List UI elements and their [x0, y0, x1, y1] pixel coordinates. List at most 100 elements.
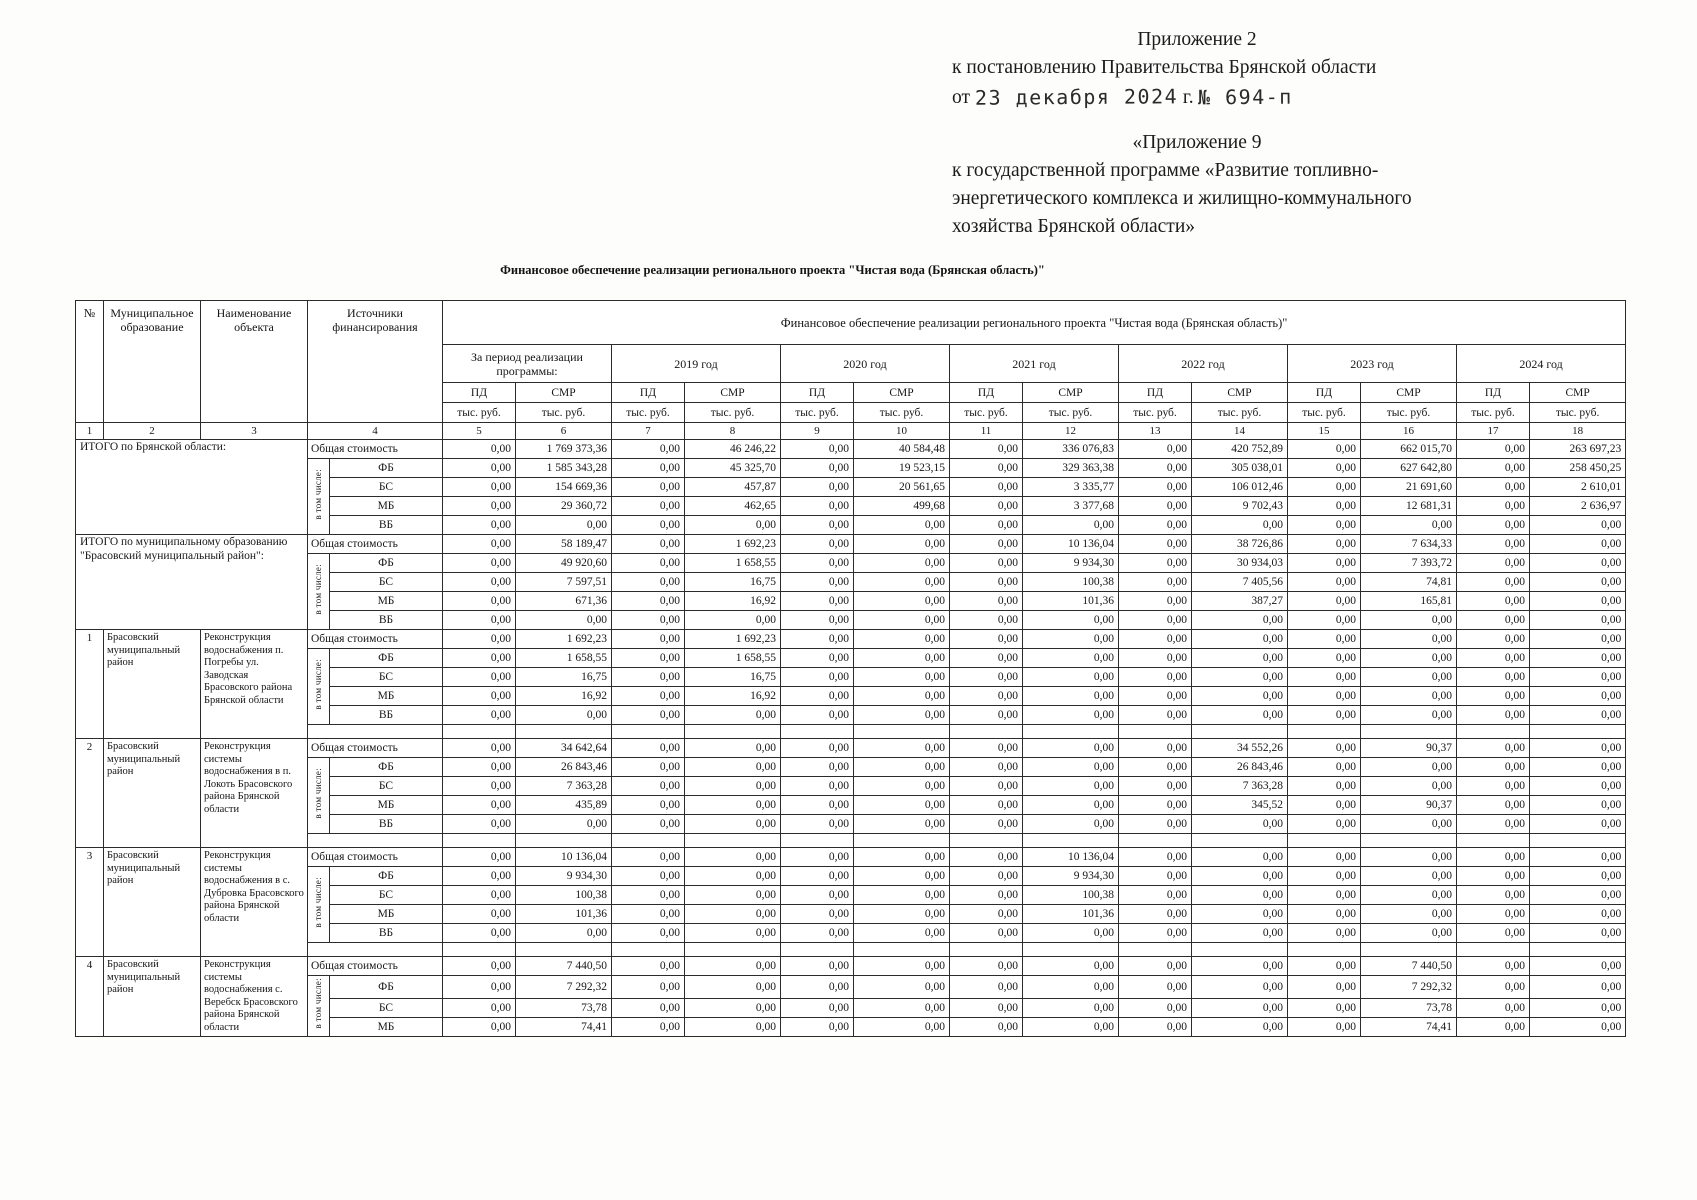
value-cell: 0,00 [1191, 667, 1288, 687]
value-cell: 0,00 [780, 998, 854, 1018]
table-row: 1 Брасовский муниципальный район Реконстру… [75, 629, 1627, 739]
value-cell: 0,00 [1022, 795, 1119, 815]
value-cell: 0,00 [611, 496, 685, 516]
value-cell: 0,00 [515, 923, 612, 943]
value-cell: 0,00 [1456, 610, 1530, 630]
value-cell: 0,00 [1118, 591, 1192, 611]
value-cell: 0,00 [949, 477, 1023, 497]
value-cell: 0,00 [1287, 458, 1361, 478]
value-cell: 0,00 [1456, 956, 1530, 976]
value-cell: 0,00 [1022, 515, 1119, 535]
value-cell: 0,00 [1287, 667, 1361, 687]
col-number: 15 [1287, 422, 1361, 440]
spacer-cell [853, 724, 950, 739]
value-cell: 0,00 [684, 738, 781, 758]
value-cell: 0,00 [1191, 1017, 1288, 1037]
value-cell: 0,00 [780, 885, 854, 905]
col-header-smr: СМР [515, 382, 612, 403]
value-cell: 0,00 [1118, 776, 1192, 796]
value-cell: 0,00 [1287, 956, 1361, 976]
spacer-cell [307, 724, 443, 739]
value-cell: 73,78 [1360, 998, 1457, 1018]
value-cell: 0,00 [684, 1017, 781, 1037]
value-cell: 34 642,64 [515, 738, 612, 758]
value-cell: 16,75 [515, 667, 612, 687]
spacer-cell [853, 942, 950, 957]
spacer-cell [1022, 833, 1119, 848]
value-cell: 0,00 [1022, 705, 1119, 725]
value-cell: 0,00 [1360, 515, 1457, 535]
value-cell: 0,00 [684, 885, 781, 905]
total-cost-label: Общая стоимость [307, 847, 443, 867]
total-cost-label: Общая стоимость [307, 956, 443, 976]
value-cell: 0,00 [1022, 610, 1119, 630]
spacer-cell [780, 942, 854, 957]
value-cell: 0,00 [1191, 923, 1288, 943]
value-cell: 0,00 [853, 757, 950, 777]
value-cell: 0,00 [853, 553, 950, 573]
value-cell: 0,00 [1022, 814, 1119, 834]
value-cell: 0,00 [1287, 975, 1361, 999]
value-cell: 0,00 [1456, 648, 1530, 668]
header-gap [952, 112, 1500, 129]
value-cell: 0,00 [1456, 757, 1530, 777]
value-cell: 10 136,04 [1022, 534, 1119, 554]
value-cell: 0,00 [611, 904, 685, 924]
value-cell: 0,00 [1118, 795, 1192, 815]
value-cell: 0,00 [1528, 686, 1627, 706]
value-cell: 0,00 [1118, 686, 1192, 706]
value-cell: 0,00 [611, 591, 685, 611]
spacer-row [76, 942, 1627, 957]
value-cell: 0,00 [1118, 847, 1192, 867]
value-cell: 0,00 [780, 648, 854, 668]
municipality-cell: Брасовский муниципальный район [103, 629, 201, 739]
value-cell: 165,81 [1360, 591, 1457, 611]
value-cell: 0,00 [1360, 610, 1457, 630]
value-cell: 0,00 [1456, 998, 1530, 1018]
value-cell: 16,75 [684, 572, 781, 592]
col-header-smr: СМР [1360, 382, 1457, 403]
value-cell: 0,00 [780, 814, 854, 834]
value-cell: 0,00 [1287, 998, 1361, 1018]
col-header-unit: тыс. руб. [1360, 402, 1457, 423]
value-cell: 0,00 [1287, 757, 1361, 777]
value-cell: 0,00 [515, 705, 612, 725]
col-number: 13 [1118, 422, 1192, 440]
value-cell: 0,00 [853, 847, 950, 867]
spacer-cell [780, 724, 854, 739]
value-cell: 0,00 [780, 458, 854, 478]
value-cell: 0,00 [1456, 776, 1530, 796]
spacer-cell [611, 724, 685, 739]
row-number-cell: 2 [75, 738, 104, 848]
value-cell: 0,00 [611, 975, 685, 999]
value-cell: 0,00 [1191, 998, 1288, 1018]
source-label: БС [329, 667, 443, 687]
value-cell: 0,00 [684, 814, 781, 834]
value-cell: 0,00 [1287, 814, 1361, 834]
value-cell: 0,00 [1360, 667, 1457, 687]
total-cost-label: Общая стоимость [307, 534, 443, 554]
value-cell: 0,00 [1287, 515, 1361, 535]
spacer-cell [1528, 942, 1627, 957]
spacer-cell [1456, 833, 1530, 848]
source-label: МБ [329, 904, 443, 924]
value-cell: 0,00 [853, 572, 950, 592]
value-cell: 0,00 [442, 705, 516, 725]
value-cell: 0,00 [853, 738, 950, 758]
value-cell: 0,00 [1287, 648, 1361, 668]
col-header-unit: тыс. руб. [442, 402, 516, 423]
value-cell: 46 246,22 [684, 439, 781, 459]
col-header-year: 2021 год [949, 344, 1119, 383]
value-cell: 0,00 [1528, 776, 1627, 796]
value-cell: 499,68 [853, 496, 950, 516]
value-cell: 0,00 [949, 705, 1023, 725]
value-cell: 38 726,86 [1191, 534, 1288, 554]
value-cell: 0,00 [853, 534, 950, 554]
value-cell: 0,00 [1022, 738, 1119, 758]
value-cell: 0,00 [611, 956, 685, 976]
value-cell: 0,00 [1456, 458, 1530, 478]
value-cell: 2 636,97 [1528, 496, 1627, 516]
value-cell: 0,00 [949, 885, 1023, 905]
value-cell: 0,00 [442, 439, 516, 459]
table-row: МБ 0,00 74,41 0,00 0,00 0,00 0,00 0,00 0,00 0,00 0… [76, 1017, 1627, 1037]
